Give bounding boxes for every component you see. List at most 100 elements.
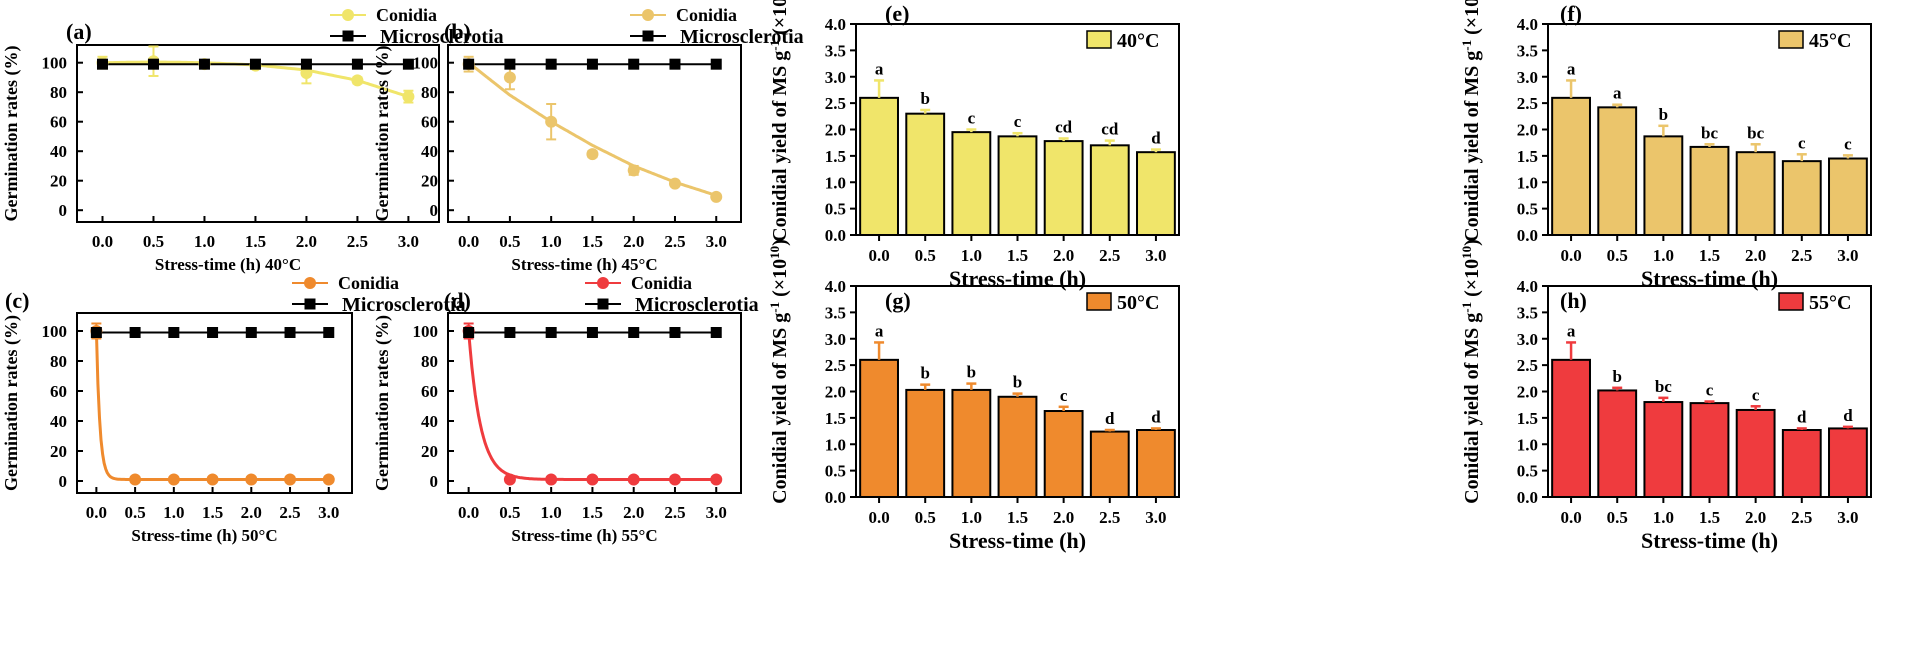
significance-letter: c xyxy=(1844,134,1852,153)
x-tick-label: 1.5 xyxy=(245,232,266,251)
y-tick-label: 0.0 xyxy=(825,226,846,245)
panel-label: (e) xyxy=(885,1,909,26)
x-axis-label: Stress-time (h) 50°C xyxy=(131,526,277,545)
microsclerotia-point xyxy=(129,327,141,338)
bar xyxy=(997,135,1038,236)
y-tick-label: 60 xyxy=(50,113,67,132)
legend-swatch xyxy=(1778,292,1804,311)
bar xyxy=(1136,429,1176,499)
conidia-point xyxy=(710,473,723,486)
bar xyxy=(1089,144,1130,236)
bar xyxy=(1136,151,1176,236)
bar xyxy=(1735,151,1776,236)
bar xyxy=(905,388,946,499)
x-tick-label: 1.5 xyxy=(1699,508,1720,527)
bar xyxy=(1828,427,1868,498)
conidia-fit-line xyxy=(467,61,717,197)
legend-ms-label: Microsclerotia xyxy=(342,294,466,316)
panel-label: (f) xyxy=(1560,1,1582,26)
microsclerotia-point xyxy=(351,58,363,70)
y-axis-label-part: Conidial yield of MS g xyxy=(1461,313,1483,504)
x-tick-label: 1.0 xyxy=(541,232,562,251)
x-tick-label: 3.0 xyxy=(1837,508,1858,527)
y-tick-label: 1.0 xyxy=(825,435,846,454)
bar xyxy=(1781,429,1822,499)
conidia-fit-line xyxy=(467,330,717,481)
legend-ms-marker xyxy=(642,30,654,42)
microsclerotia-point xyxy=(669,327,681,338)
microsclerotia-point xyxy=(710,58,722,70)
significance-letter: c xyxy=(1706,381,1714,400)
significance-letter: a xyxy=(875,321,884,340)
significance-letter: b xyxy=(920,364,929,383)
significance-letter: c xyxy=(1060,386,1068,405)
panel-label: (a) xyxy=(66,19,92,44)
bar xyxy=(951,388,992,499)
legend-swatch xyxy=(1778,30,1804,49)
legend-swatch xyxy=(1086,292,1112,311)
microsclerotia-point xyxy=(545,58,557,70)
x-tick-label: 3.0 xyxy=(1145,246,1166,265)
y-axis-label: Germination rates (%) xyxy=(372,46,393,222)
y-axis-label-part: (×10 xyxy=(1461,0,1483,40)
y-tick-label: 40 xyxy=(421,412,438,431)
x-tick-label: 1.5 xyxy=(1007,246,1028,265)
y-tick-label: 1.5 xyxy=(1517,409,1538,428)
legend-swatch xyxy=(1086,30,1112,49)
x-tick-label: 2.5 xyxy=(347,232,368,251)
y-tick-label: 2.0 xyxy=(825,383,846,402)
bar xyxy=(1551,96,1591,236)
x-tick-label: 1.5 xyxy=(202,503,223,522)
y-axis-label: Conidial yield of MS g-1 (×1010) xyxy=(1459,0,1484,242)
bar xyxy=(1597,106,1638,236)
plot-frame xyxy=(447,44,742,223)
microsclerotia-point xyxy=(96,58,108,70)
y-tick-label: 20 xyxy=(50,172,67,191)
y-tick-label: 20 xyxy=(421,442,438,461)
y-tick-label: 80 xyxy=(50,352,67,371)
y-tick-label: 1.5 xyxy=(1517,147,1538,166)
microsclerotia-point xyxy=(545,327,557,338)
y-axis-label-superscript: -1 xyxy=(767,302,782,313)
bar xyxy=(997,395,1038,498)
line-panel-d: 0 20 40 60 80 100 0.0 0.5 1.0 1.5 2.0 2.5 3.0 Stress-… xyxy=(372,273,759,545)
x-tick-label: 0.5 xyxy=(915,246,936,265)
x-tick-label: 1.0 xyxy=(961,508,982,527)
significance-letter: cd xyxy=(1101,120,1119,139)
conidia-point xyxy=(284,473,297,486)
conidia-point xyxy=(402,90,415,103)
legend-conidia-marker xyxy=(597,277,609,289)
microsclerotia-point xyxy=(586,327,598,338)
bar xyxy=(1643,401,1684,498)
x-axis-label: Stress-time (h) xyxy=(949,266,1086,291)
conidia-fit-line xyxy=(94,330,329,481)
y-tick-label: 1.0 xyxy=(1517,173,1538,192)
y-tick-label: 3.5 xyxy=(1517,303,1538,322)
x-tick-label: 3.0 xyxy=(706,503,727,522)
x-tick-label: 2.5 xyxy=(279,503,300,522)
x-tick-label: 1.0 xyxy=(163,503,184,522)
y-tick-label: 80 xyxy=(50,83,67,102)
y-tick-label: 1.0 xyxy=(1517,435,1538,454)
significance-letter: b xyxy=(920,89,929,108)
x-tick-label: 2.0 xyxy=(1745,508,1766,527)
legend-label: 55°C xyxy=(1809,292,1851,314)
y-axis-label-part: Conidial yield of MS g xyxy=(769,51,791,242)
microsclerotia-point xyxy=(504,327,516,338)
x-tick-label: 2.0 xyxy=(623,232,644,251)
x-tick-label: 0.0 xyxy=(86,503,107,522)
legend-conidia-marker xyxy=(304,277,316,289)
x-tick-label: 0.0 xyxy=(868,508,889,527)
y-axis-label: Conidial yield of MS g-1 (×1010) xyxy=(767,239,792,504)
microsclerotia-point xyxy=(463,58,475,70)
conidia-point xyxy=(545,473,558,486)
significance-letter: b xyxy=(1659,105,1668,124)
bar xyxy=(859,96,899,236)
microsclerotia-point xyxy=(402,58,414,70)
bar xyxy=(1689,402,1730,499)
y-axis-label-superscript: -1 xyxy=(767,40,782,51)
panel-label: (b) xyxy=(444,19,471,44)
conidia-point xyxy=(668,177,681,190)
y-tick-label: 20 xyxy=(50,442,67,461)
